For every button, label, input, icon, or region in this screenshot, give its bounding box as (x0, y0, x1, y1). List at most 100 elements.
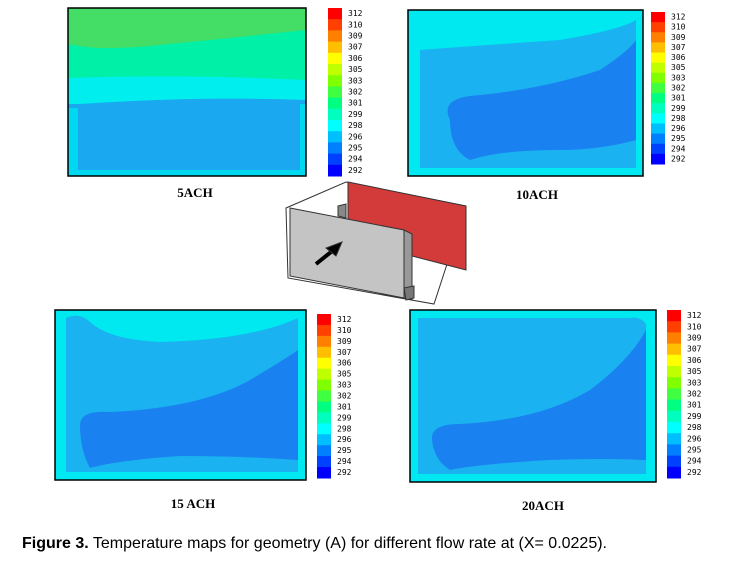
colorbar-band (317, 467, 331, 479)
colorbar-label: 299 (671, 104, 686, 113)
colorbar-label: 299 (687, 412, 702, 421)
colorbar-label: 292 (337, 468, 352, 477)
colorbar-label: 303 (671, 73, 686, 82)
colorbar-label: 301 (337, 402, 352, 411)
colorbar-label: 295 (671, 134, 686, 143)
colorbar-band (651, 62, 665, 74)
colorbar-label: 295 (687, 446, 702, 455)
caption-text: Temperature maps for geometry (A) for di… (93, 535, 607, 552)
colorbar-label: 310 (348, 20, 363, 29)
colorbar-band (651, 32, 665, 43)
colorbar-label: 307 (348, 43, 363, 52)
colorbar-label: 310 (687, 322, 702, 331)
colorbar-label: 294 (337, 457, 352, 466)
colorbar-label: 295 (337, 446, 352, 455)
temperature-map (407, 9, 644, 177)
colorbar-band (667, 332, 681, 345)
colorbar-band (667, 410, 681, 423)
colorbar-band (328, 120, 342, 132)
colorbar-band (667, 433, 681, 445)
colorbar-band (317, 434, 331, 446)
colorbar-label: 309 (687, 334, 702, 343)
colorbar-label: 305 (348, 65, 363, 74)
colorbar-label: 301 (348, 99, 363, 108)
colorbar-label: 296 (671, 124, 686, 133)
colorbar-label: 299 (348, 110, 363, 119)
colorbar-band (651, 143, 665, 155)
panel-label: 20ACH (522, 498, 564, 513)
colorbar-band (317, 324, 331, 337)
colorbar-label: 303 (337, 381, 352, 390)
colorbar-label: 296 (348, 132, 363, 141)
colorbar-band (651, 113, 665, 124)
colorbar-label: 294 (687, 457, 702, 466)
colorbar-label: 303 (348, 76, 363, 85)
colorbar-label: 302 (687, 390, 702, 399)
colorbar-band (317, 379, 331, 392)
colorbar-band (328, 142, 342, 155)
geometry-sketch (285, 181, 467, 305)
colorbar-label: 292 (687, 468, 702, 477)
colorbar-label: 295 (348, 144, 363, 153)
colorbar-band (328, 8, 342, 20)
colorbar-band (651, 82, 665, 94)
colorbar-band (328, 64, 342, 76)
colorbar-label: 312 (337, 315, 352, 324)
colorbar-label: 305 (687, 367, 702, 376)
colorbar-band (667, 455, 681, 468)
colorbar-band (328, 19, 342, 31)
colorbar-band (317, 357, 331, 370)
caption-label: Figure 3. (22, 535, 89, 552)
colorbar-band (317, 412, 331, 424)
colorbar-band (328, 41, 342, 54)
colorbar-band (651, 103, 665, 114)
colorbar-label: 294 (671, 144, 686, 153)
colorbar-band (651, 93, 665, 104)
colorbar-label: 310 (337, 326, 352, 335)
caption: Figure 3. Temperature maps for geometry … (22, 535, 607, 552)
colorbar-band (667, 466, 681, 479)
colorbar-band (317, 346, 331, 359)
colorbar-band (317, 456, 331, 468)
colorbar-label: 307 (671, 43, 686, 52)
colorbar-band (667, 310, 681, 322)
colorbar-label: 303 (687, 378, 702, 387)
colorbar-label: 307 (337, 348, 352, 357)
colorbar-band (667, 321, 681, 333)
colorbar-label: 306 (337, 359, 352, 368)
panel-label: 5ACH (177, 185, 212, 200)
colorbar-label: 302 (337, 392, 352, 401)
colorbar-label: 305 (337, 370, 352, 379)
colorbar-band (328, 97, 342, 110)
colorbar-band (667, 444, 681, 457)
colorbar-label: 309 (671, 33, 686, 42)
colorbar-label: 299 (337, 413, 352, 422)
colorbar-band (317, 401, 331, 413)
colorbar-band (317, 445, 331, 457)
colorbar-band (667, 343, 681, 356)
colorbar-band (328, 30, 342, 43)
panel-label: 15 ACH (171, 496, 215, 511)
colorbar-label: 307 (687, 345, 702, 354)
colorbar-band (317, 314, 331, 326)
panel-label: 10ACH (516, 187, 558, 202)
colorbar-label: 294 (348, 155, 363, 164)
colorbar-label: 298 (687, 423, 702, 432)
colorbar-label: 310 (671, 23, 686, 32)
colorbar-band (328, 131, 342, 143)
colorbar-band (328, 52, 342, 65)
temperature-map (67, 7, 307, 177)
colorbar-label: 298 (348, 121, 363, 130)
colorbar-band (317, 335, 331, 348)
colorbar-label: 309 (337, 337, 352, 346)
colorbar-band (328, 153, 342, 166)
colorbar-band (667, 354, 681, 367)
colorbar-band (667, 377, 681, 389)
colorbar-band (328, 164, 342, 177)
colorbar-label: 292 (348, 166, 363, 175)
colorbar-band (651, 12, 665, 23)
colorbar-band (651, 72, 665, 84)
colorbar-band (651, 42, 665, 54)
colorbar-label: 301 (671, 94, 686, 103)
